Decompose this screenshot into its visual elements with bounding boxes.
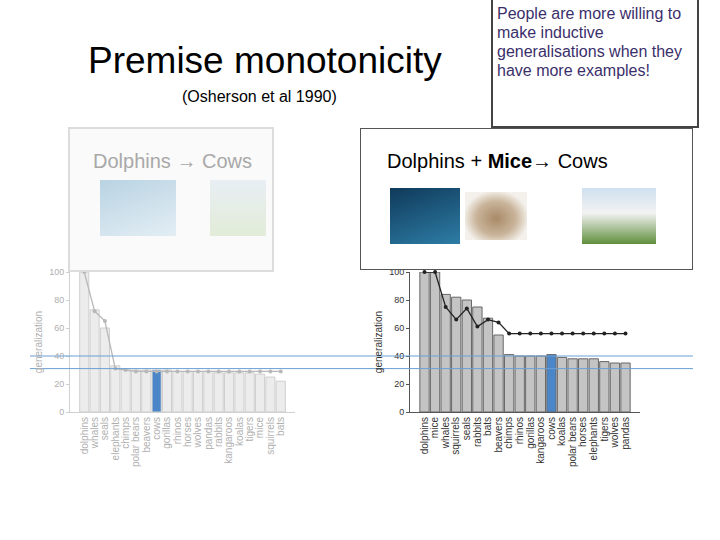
svg-text:squirrels: squirrels [450, 417, 461, 455]
svg-text:dolphins: dolphins [79, 417, 90, 454]
svg-text:polar bears: polar bears [130, 417, 141, 467]
html-text:(Osherson et al 1990): (Osherson et al 1990) [182, 88, 337, 105]
svg-text:cows: cows [151, 417, 162, 440]
svg-text:kangaroos: kangaroos [535, 417, 546, 464]
svg-text:bats: bats [482, 417, 493, 436]
svg-text:40: 40 [54, 351, 64, 361]
svg-text:elephants: elephants [110, 417, 121, 460]
svg-text:60: 60 [54, 323, 64, 333]
svg-text:rabbits: rabbits [213, 417, 224, 447]
svg-text:elephants: elephants [588, 417, 599, 460]
svg-text:whales: whales [440, 417, 451, 449]
svg-text:20: 20 [54, 379, 64, 389]
svg-text:horses: horses [577, 417, 588, 447]
svg-text:wolves: wolves [192, 417, 203, 449]
svg-text:gorillas: gorillas [161, 417, 172, 449]
html-text:Premise monotonicity: Premise monotonicity [88, 40, 442, 81]
svg-text:koalas: koalas [556, 417, 567, 446]
svg-text:kangaroos: kangaroos [223, 417, 234, 464]
svg-text:100: 100 [389, 267, 404, 277]
svg-text:80: 80 [54, 295, 64, 305]
svg-text:tigers: tigers [599, 417, 610, 441]
svg-text:chimps: chimps [503, 417, 514, 449]
svg-text:generalization: generalization [33, 311, 44, 373]
svg-text:dolphins: dolphins [419, 417, 430, 454]
svg-text:rhinos: rhinos [514, 417, 525, 444]
svg-text:whales: whales [89, 417, 100, 449]
svg-text:seals: seals [461, 417, 472, 440]
svg-text:generalization: generalization [373, 311, 384, 373]
svg-text:80: 80 [394, 295, 404, 305]
svg-text:60: 60 [394, 323, 404, 333]
html-text:People are more willing to mak: People are more willing to make inductiv… [497, 5, 682, 79]
svg-text:pandas: pandas [203, 417, 214, 450]
svg-text:rhinos: rhinos [172, 417, 183, 444]
svg-text:beavers: beavers [141, 417, 152, 453]
html-text:Dolphins + Mice → Cows: Dolphins + Mice → Cows [387, 150, 608, 172]
svg-text:koalas: koalas [234, 417, 245, 446]
svg-text:0: 0 [59, 407, 64, 417]
svg-text:mice: mice [429, 417, 440, 439]
svg-text:bats: bats [275, 417, 286, 436]
svg-text:pandas: pandas [620, 417, 631, 450]
svg-text:40: 40 [394, 351, 404, 361]
svg-text:20: 20 [394, 379, 404, 389]
svg-text:cows: cows [546, 417, 557, 440]
svg-text:squirrels: squirrels [265, 417, 276, 455]
svg-text:horses: horses [182, 417, 193, 447]
svg-text:gorillas: gorillas [525, 417, 536, 449]
svg-text:polar bears: polar bears [567, 417, 578, 467]
html-text:Dolphins → Cows: Dolphins → Cows [93, 150, 252, 172]
svg-text:rabbits: rabbits [472, 417, 483, 447]
svg-text:0: 0 [399, 407, 404, 417]
svg-text:seals: seals [99, 417, 110, 440]
svg-text:tigers: tigers [244, 417, 255, 441]
svg-text:100: 100 [49, 267, 64, 277]
svg-text:beavers: beavers [493, 417, 504, 453]
svg-text:chimps: chimps [120, 417, 131, 449]
svg-text:mice: mice [254, 417, 265, 439]
svg-text:wolves: wolves [609, 417, 620, 449]
